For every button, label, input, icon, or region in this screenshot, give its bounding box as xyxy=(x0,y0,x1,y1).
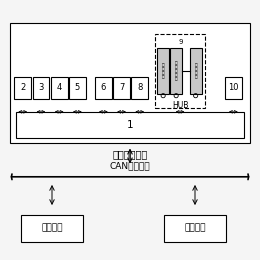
Text: 1: 1 xyxy=(127,120,133,130)
Bar xyxy=(21,214,83,242)
Text: 机
控
模
块: 机 控 模 块 xyxy=(162,63,164,79)
Text: 9: 9 xyxy=(178,39,183,45)
Bar xyxy=(32,77,49,99)
Bar xyxy=(190,48,202,94)
Text: 4: 4 xyxy=(56,83,62,92)
Text: 机
交
换
装
置: 机 交 换 装 置 xyxy=(175,61,177,81)
Bar xyxy=(10,23,250,143)
Bar xyxy=(170,48,182,94)
Bar xyxy=(131,77,148,99)
Text: 从控模块: 从控模块 xyxy=(184,224,206,233)
Bar xyxy=(51,77,68,99)
Text: 6: 6 xyxy=(101,83,106,92)
Text: 10: 10 xyxy=(228,83,239,92)
Text: CAN通讯总线: CAN通讯总线 xyxy=(110,161,150,170)
Bar xyxy=(155,34,205,108)
Bar xyxy=(14,77,31,99)
Text: 人机交换装置: 人机交换装置 xyxy=(112,150,148,159)
Bar xyxy=(95,77,112,99)
Text: 5: 5 xyxy=(75,83,80,92)
Bar xyxy=(225,77,242,99)
Text: 2: 2 xyxy=(20,83,25,92)
Bar xyxy=(164,214,226,242)
Text: HUB: HUB xyxy=(172,101,188,110)
Text: 3: 3 xyxy=(38,83,44,92)
Text: 机
控
模
块: 机 控 模 块 xyxy=(194,63,197,79)
Text: 主控模块: 主控模块 xyxy=(41,224,63,233)
Bar xyxy=(69,77,86,99)
Text: 7: 7 xyxy=(119,83,124,92)
Text: 8: 8 xyxy=(137,83,142,92)
Bar xyxy=(16,112,244,138)
Bar xyxy=(113,77,130,99)
Bar xyxy=(157,48,169,94)
